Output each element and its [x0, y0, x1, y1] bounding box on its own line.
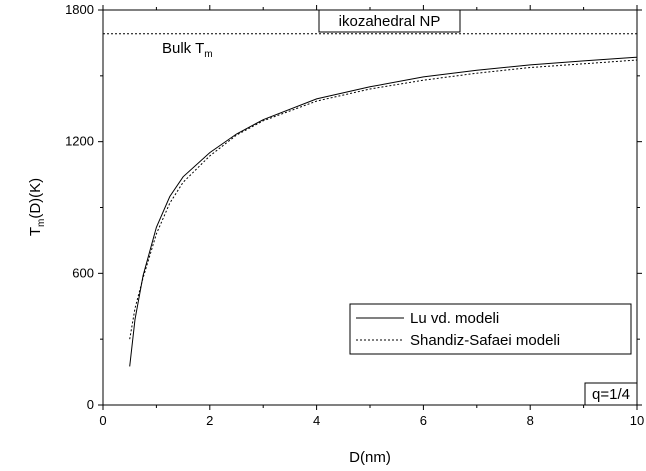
annotation-box — [584, 382, 638, 406]
x-axis-title: D(nm) — [349, 449, 391, 466]
legend-box — [349, 303, 632, 355]
legend-label-lu: Lu vd. modeli — [410, 310, 499, 327]
title-box — [318, 9, 461, 33]
legend: Lu vd. modeli Shandiz-Safaei modeli — [349, 303, 632, 355]
x-tick-label: 2 — [206, 413, 213, 428]
series-layer — [129, 56, 638, 367]
series-line-lu — [129, 56, 638, 367]
x-tick-label: 10 — [630, 413, 644, 428]
legend-label-shandiz: Shandiz-Safaei modeli — [410, 332, 560, 349]
y-tick-label: 1800 — [65, 2, 94, 17]
y-tick-label: 1200 — [65, 134, 94, 149]
x-tick-label: 0 — [99, 413, 106, 428]
bulk-tm-label: Bulk Tm — [162, 40, 213, 60]
x-tick-label: 8 — [527, 413, 534, 428]
annotation-q: q=1/4 — [592, 386, 630, 403]
y-tick-label: 600 — [72, 265, 94, 280]
x-tick-label: 6 — [420, 413, 427, 428]
tick-labels: 0 2 4 6 8 10 0 600 1200 1800 — [65, 2, 644, 428]
y-tick-label: 0 — [87, 397, 94, 412]
x-tick-label: 4 — [313, 413, 320, 428]
chart-title: ikozahedral NP — [339, 13, 441, 30]
y-axis-title: Tm(D)(K) — [27, 178, 47, 236]
series-line-shandiz-safaei — [129, 59, 638, 340]
